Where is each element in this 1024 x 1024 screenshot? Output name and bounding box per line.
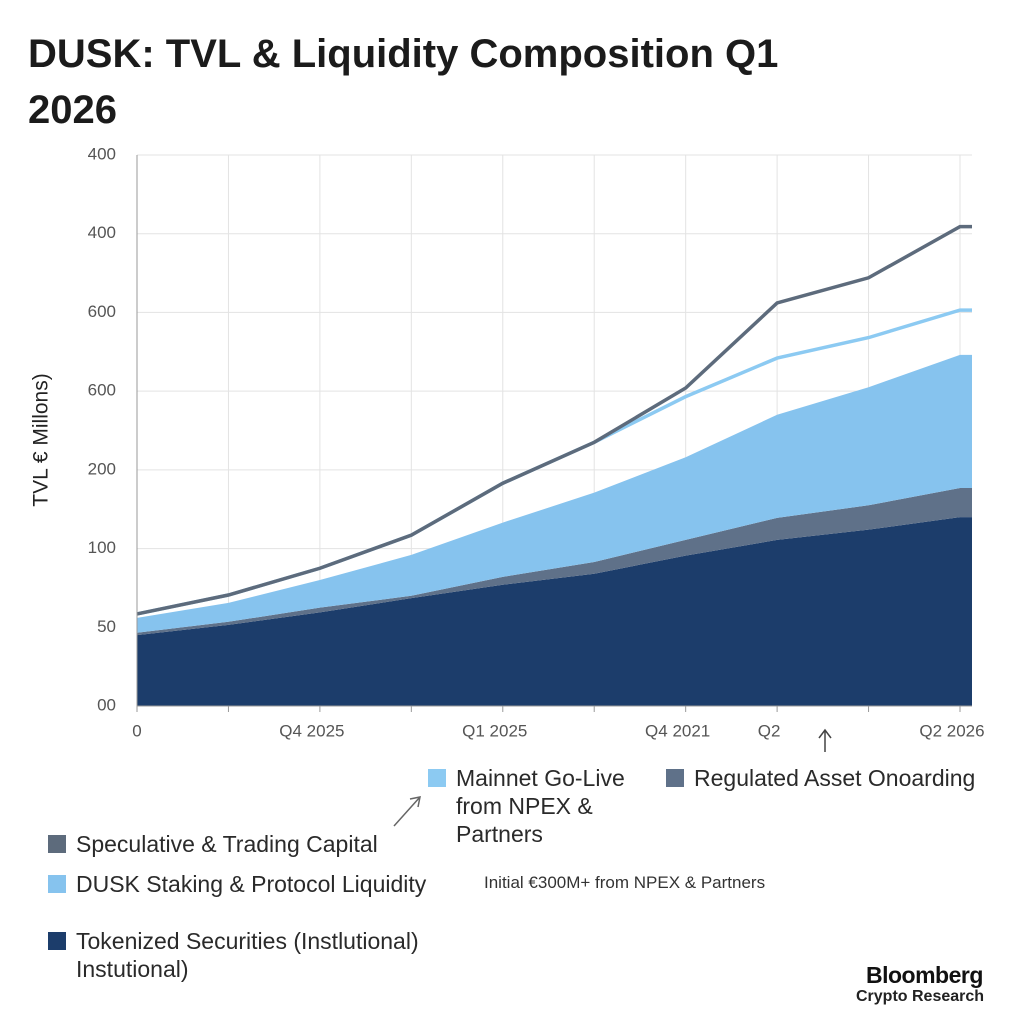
legend-swatch [666, 769, 684, 787]
legend-item: DUSK Staking & Protocol Liquidity [48, 870, 426, 898]
legend-swatch [428, 769, 446, 787]
y-tick-label: 00 [97, 695, 116, 714]
legend-swatch [48, 932, 66, 950]
annotation: Initial €300M+ from NPEX & Partners [484, 873, 766, 892]
y-tick-label: 50 [97, 617, 116, 636]
legend-item: Tokenized Securities (Instlutional) Inst… [48, 927, 488, 983]
y-axis-label: TVL € Millons) [30, 373, 53, 506]
legend-swatch [48, 875, 66, 893]
legend-label: Mainnet Go-Live from NPEX & Partners [456, 765, 625, 847]
legend-item: Regulated Asset Onoarding [666, 764, 975, 792]
x-tick-label: Q2 [758, 721, 781, 740]
y-tick-label: 400 [88, 144, 116, 163]
areas [137, 354, 972, 706]
legend-swatch [48, 835, 66, 853]
y-tick-label: 600 [88, 302, 116, 321]
y-tick-label: 200 [88, 459, 116, 478]
legend-label: DUSK Staking & Protocol Liquidity [76, 871, 427, 897]
x-tick-label: 0 [132, 721, 141, 740]
arrow [818, 728, 832, 752]
x-tick-label: Q1 2025 [462, 721, 527, 740]
y-tick-label: 100 [88, 538, 116, 557]
source: Bloomberg [866, 962, 983, 988]
lines [136, 224, 972, 616]
legend-label: Tokenized Securities (Instlutional) Inst… [76, 928, 419, 982]
y-tick-label: 400 [88, 223, 116, 242]
x-tick-label: Q4 2025 [279, 721, 344, 740]
legend-label: Regulated Asset Onoarding [694, 765, 976, 791]
legend-item: Speculative & Trading Capital [48, 830, 378, 858]
legend-item: Mainnet Go-Live from NPEX & Partners [428, 764, 668, 848]
y-tick-label: 600 [88, 381, 116, 400]
line [136, 224, 972, 616]
source-sub: Crypto Research [856, 988, 985, 1005]
area [137, 517, 972, 706]
x-tick-label: Q4 2021 [645, 721, 710, 740]
arrow [393, 796, 421, 827]
area [137, 354, 972, 633]
legend-label: Speculative & Trading Capital [76, 831, 378, 857]
area [137, 487, 972, 636]
chart-title: DUSK: TVL & Liquidity Composition Q1 202… [28, 32, 779, 132]
x-tick-label: Q2 2026 [919, 721, 984, 740]
